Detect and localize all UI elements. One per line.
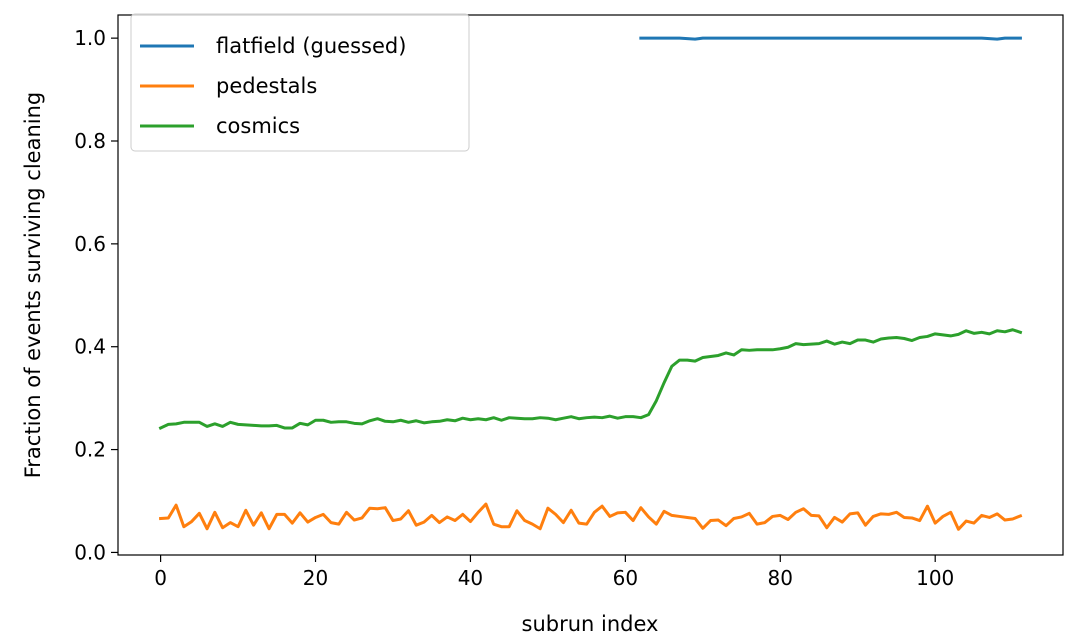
y-tick-label: 0.6: [74, 232, 106, 256]
x-tick-label: 60: [613, 566, 638, 590]
x-tick-label: 100: [916, 566, 954, 590]
y-tick-label: 0.8: [74, 129, 106, 153]
series-layer: [158, 36, 1023, 531]
series-line-flatfield-guessed: [639, 36, 1022, 41]
y-tick-label: 0.4: [74, 335, 106, 359]
y-axis: 0.0 0.2 0.4 0.6 0.8 1.0: [74, 26, 118, 564]
x-tick-label: 20: [303, 566, 328, 590]
series-line-pedestals: [159, 502, 1023, 531]
y-tick-label: 0.0: [74, 540, 106, 564]
y-tick-label: 0.2: [74, 438, 106, 462]
legend-label-flatfield: flatfield (guessed): [216, 34, 406, 58]
y-tick-label: 1.0: [74, 26, 106, 50]
x-tick-label: 40: [458, 566, 483, 590]
legend-box: [130, 13, 470, 152]
y-axis-label: Fraction of events surviving cleaning: [21, 92, 45, 479]
plot-frame: [117, 14, 1064, 556]
legend-label-pedestals: pedestals: [216, 74, 317, 98]
x-tick-label: 80: [768, 566, 793, 590]
x-axis-label: subrun index: [522, 612, 659, 636]
series-line-cosmics: [158, 328, 1023, 430]
legend: flatfield (guessed) pedestals cosmics: [130, 13, 470, 152]
x-axis: 0 20 40 60 80 100: [154, 555, 954, 590]
legend-label-cosmics: cosmics: [216, 114, 300, 138]
x-tick-label: 0: [154, 566, 167, 590]
